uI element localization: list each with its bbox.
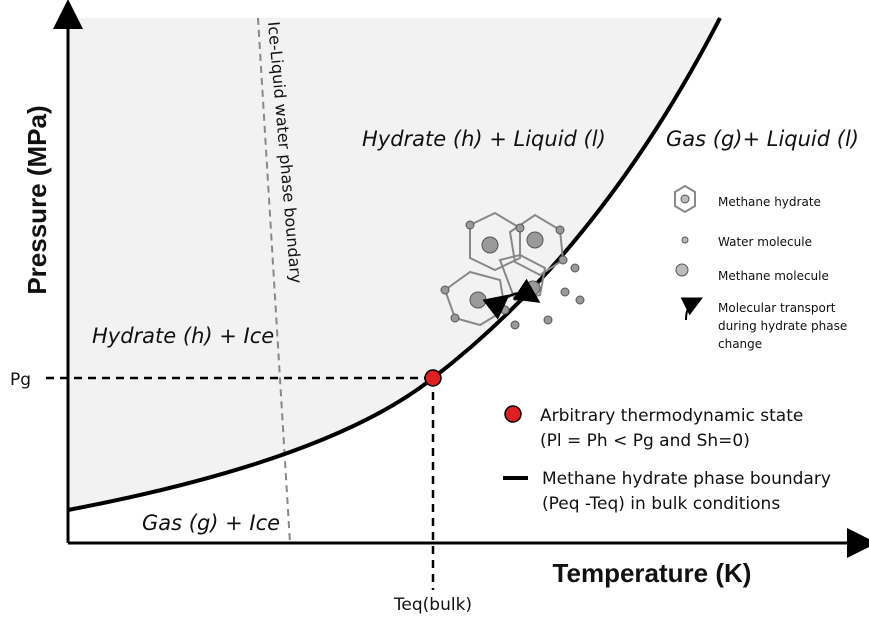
region-label: Gas (g)+ Liquid (l) — [666, 127, 859, 151]
legend-boundary: Methane hydrate phase boundary — [542, 469, 831, 489]
pg-label: Pg — [10, 370, 31, 390]
legend-methane: Methane molecule — [718, 269, 829, 283]
legend-transport: Molecular transport — [718, 301, 836, 315]
state-point — [425, 370, 441, 386]
legend-state: Arbitrary thermodynamic state — [540, 406, 803, 426]
legend-water: Water molecule — [718, 235, 812, 249]
teq-label: Teq(bulk) — [393, 595, 472, 615]
phase-diagram: Methane hydrate Water molecule Methane m… — [0, 0, 869, 616]
y-axis-label: Pressure (MPa) — [22, 105, 52, 294]
legend-transport: change — [718, 337, 762, 351]
region-label: Gas (g) + Ice — [142, 511, 280, 535]
molecule-icons — [675, 186, 695, 320]
region-label: Hydrate (h) + Ice — [92, 324, 274, 348]
legend-hydrate: Methane hydrate — [718, 195, 821, 209]
legend-transport: during hydrate phase — [718, 319, 847, 333]
region-label: Hydrate (h) + Liquid (l) — [362, 127, 606, 151]
legend-boundary: (Peq -Teq) in bulk conditions — [542, 494, 780, 514]
x-axis-label: Temperature (K) — [553, 558, 752, 588]
legend-state-icon — [505, 406, 521, 422]
legend-state: (Pl = Ph < Pg and Sh=0) — [540, 431, 750, 451]
